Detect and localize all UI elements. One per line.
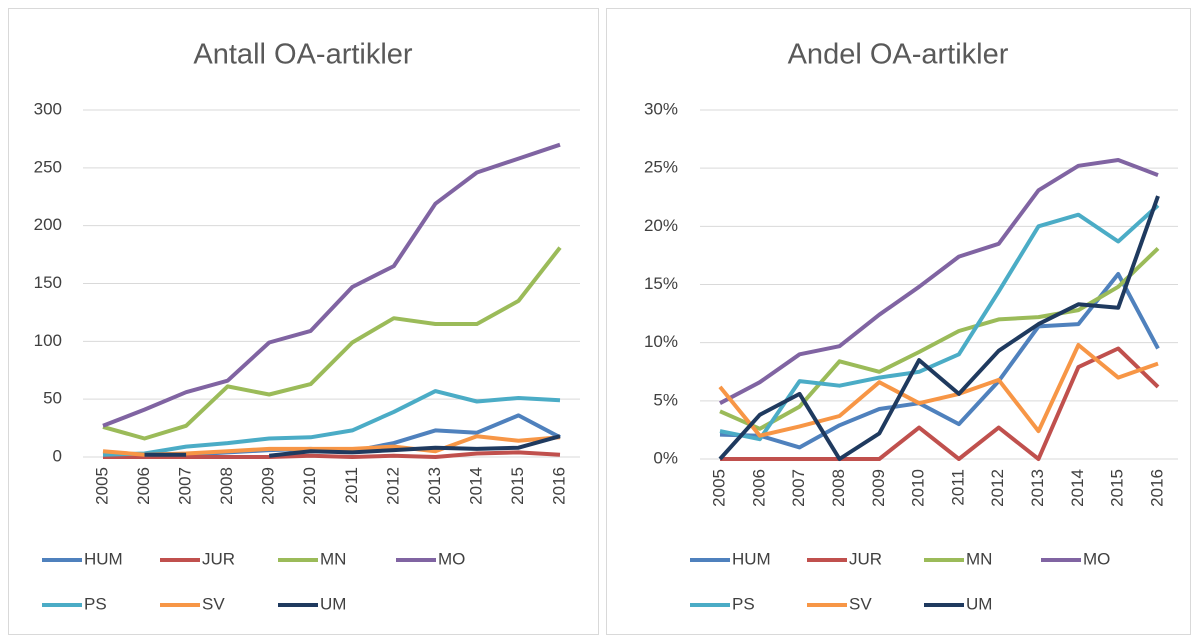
x-tick-label: 2009: [259, 467, 278, 505]
legend-label: PS: [732, 594, 755, 613]
x-tick-label: 2015: [1108, 469, 1127, 507]
legend-label: UM: [320, 594, 346, 613]
y-tick-label: 15%: [644, 274, 678, 293]
x-tick-label: 2013: [425, 467, 444, 505]
legend-label: HUM: [732, 549, 771, 568]
y-tick-label: 25%: [644, 158, 678, 177]
y-tick-label: 200: [34, 215, 62, 234]
x-tick-label: 2016: [1147, 469, 1166, 507]
x-tick-label: 2008: [217, 467, 236, 505]
y-tick-label: 300: [34, 99, 62, 118]
legend-label: MN: [320, 549, 346, 568]
x-tick-label: 2016: [549, 467, 568, 505]
panel: [8, 8, 599, 635]
series-line: [718, 343, 1159, 438]
series-line: [720, 346, 1160, 461]
series-line: [719, 203, 1160, 442]
chart-title: Antall OA-artikler: [193, 39, 413, 71]
x-tick-label: 2011: [342, 467, 361, 504]
y-tick-label: 50: [43, 389, 62, 408]
x-tick-label: 2010: [300, 467, 319, 505]
legend-label: JUR: [849, 549, 882, 568]
x-tick-label: 2010: [909, 469, 928, 507]
legend-label: JUR: [202, 549, 235, 568]
legend-label: HUM: [84, 549, 123, 568]
x-tick-label: 2007: [176, 467, 195, 505]
x-tick-label: 2009: [869, 469, 888, 507]
legend-label: SV: [849, 594, 872, 613]
x-tick-label: 2015: [508, 467, 527, 505]
series-line: [102, 246, 562, 441]
x-tick-label: 2005: [92, 467, 111, 505]
series-line: [102, 142, 561, 428]
y-tick-label: 20%: [644, 216, 678, 235]
legend-label: SV: [202, 594, 225, 613]
y-tick-label: 250: [34, 157, 62, 176]
panel: [606, 8, 1191, 635]
y-tick-label: 100: [34, 331, 62, 350]
x-tick-label: 2014: [1068, 469, 1087, 507]
legend-label: MO: [1083, 549, 1110, 568]
y-tick-label: 10%: [644, 332, 678, 351]
series-line: [719, 272, 1160, 450]
series-line: [103, 450, 561, 459]
x-tick-label: 2011: [948, 469, 967, 506]
y-tick-label: 0%: [653, 448, 678, 467]
legend-label: MO: [438, 549, 465, 568]
x-tick-label: 2014: [466, 467, 485, 505]
legend-label: MN: [966, 549, 992, 568]
chart-title: Andel OA-artikler: [788, 39, 1009, 71]
x-tick-label: 2007: [789, 469, 808, 507]
legend-label: PS: [84, 594, 107, 613]
y-tick-label: 0: [53, 446, 62, 465]
y-tick-label: 30%: [644, 99, 678, 118]
x-tick-label: 2013: [1028, 469, 1047, 507]
y-tick-label: 5%: [653, 390, 678, 409]
legend-label: UM: [966, 594, 992, 613]
series-line: [102, 389, 561, 457]
x-tick-label: 2012: [988, 469, 1007, 507]
series-line: [719, 158, 1159, 405]
series-line: [718, 195, 1160, 461]
x-tick-label: 2006: [749, 469, 768, 507]
x-tick-label: 2012: [383, 467, 402, 505]
x-tick-label: 2005: [709, 469, 728, 507]
x-tick-label: 2006: [134, 467, 153, 505]
series-line: [144, 434, 561, 458]
x-tick-label: 2008: [829, 469, 848, 507]
y-tick-label: 150: [34, 273, 62, 292]
